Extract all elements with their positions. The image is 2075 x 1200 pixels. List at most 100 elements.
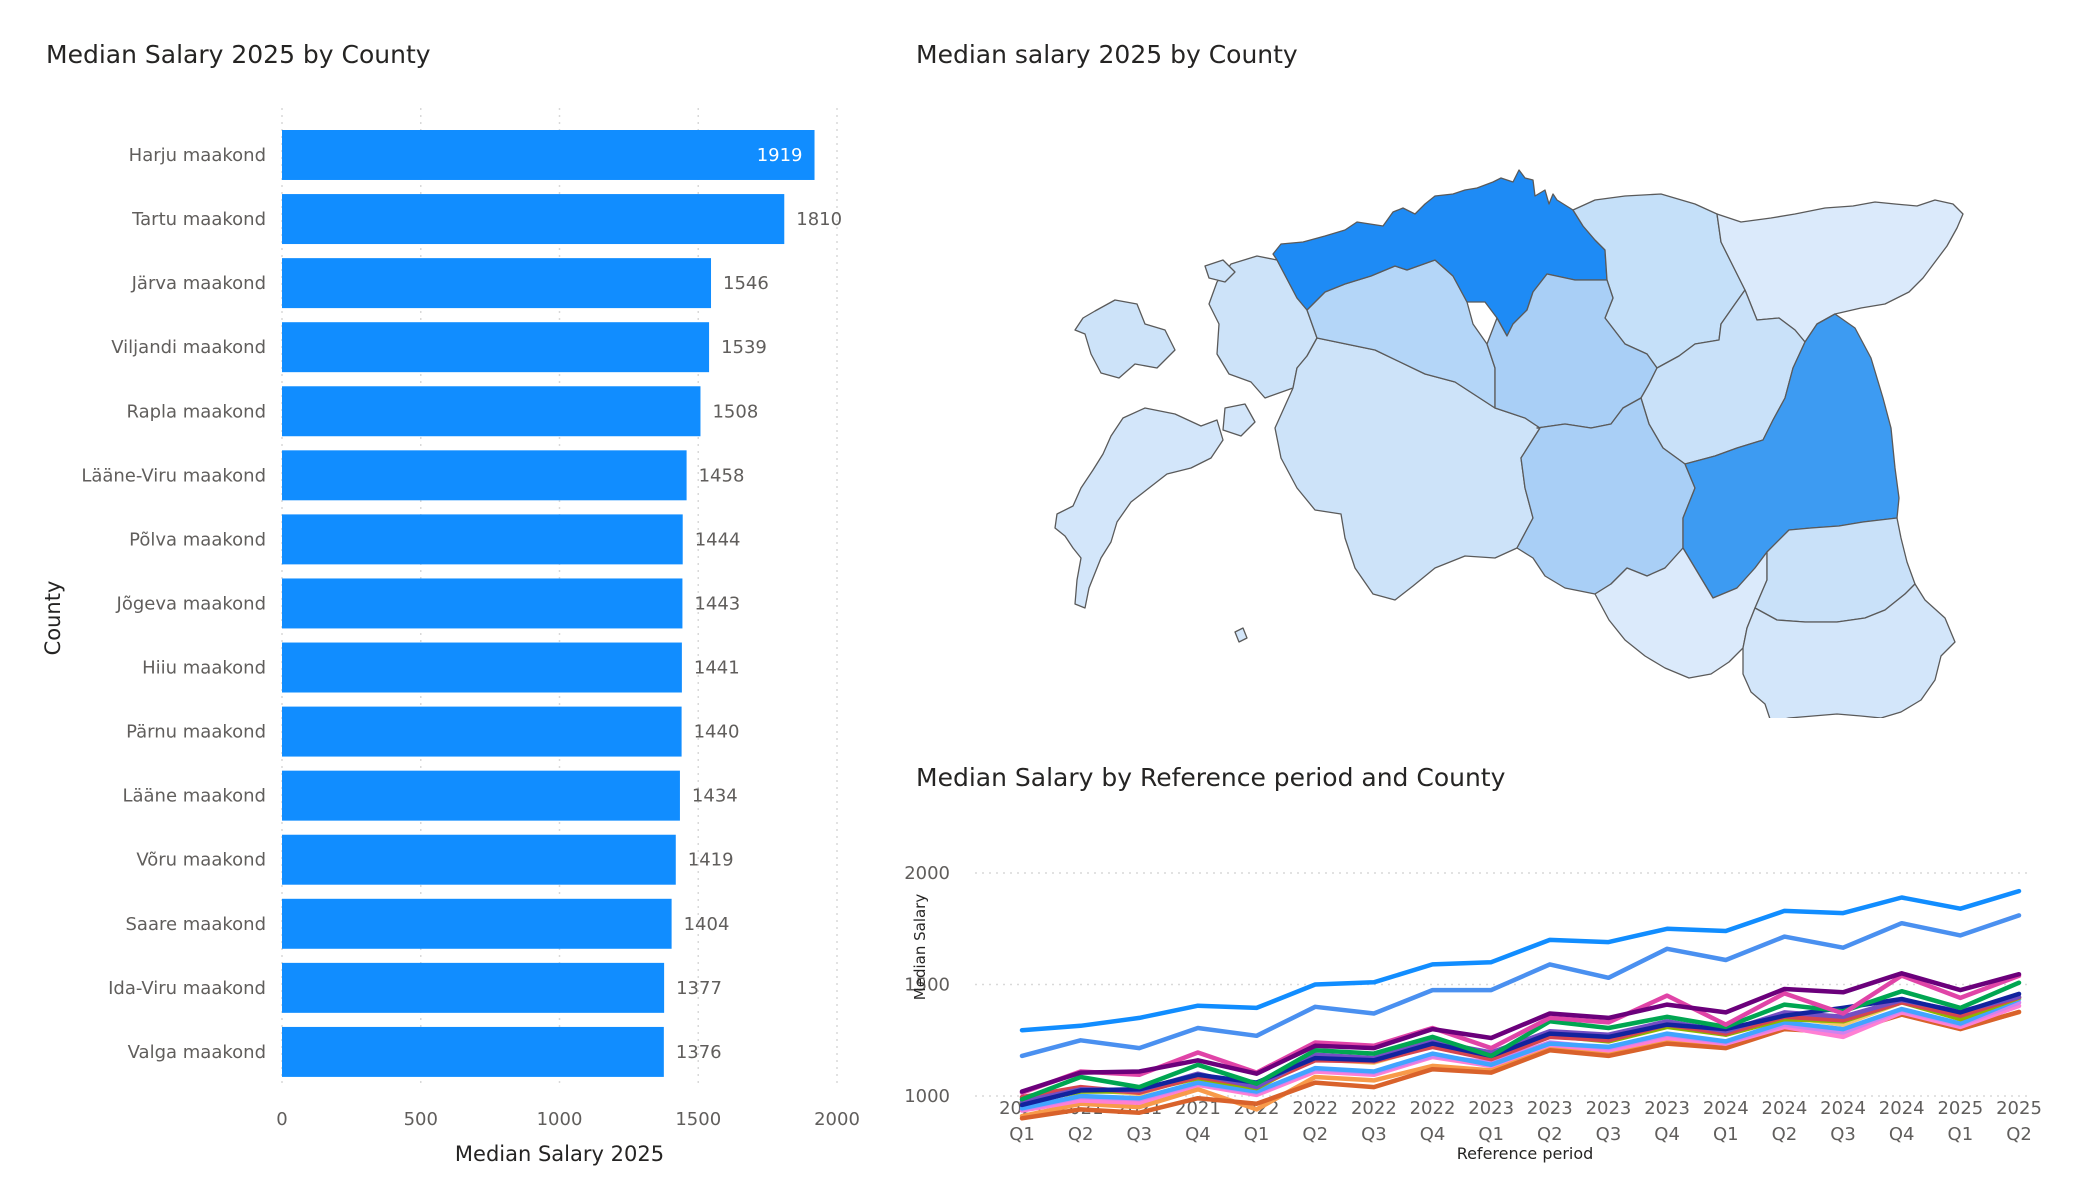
x-tick-year: 2024 [1703, 1098, 1749, 1119]
bar[interactable] [282, 322, 710, 373]
map-visual[interactable]: Median salary 2025 by County [905, 28, 2045, 718]
line-chart-svg: 1000150020002021Q12021Q22021Q32021Q42022… [905, 863, 2042, 1163]
series-line[interactable] [1019, 973, 2022, 1095]
x-tick-year: 2025 [1996, 1098, 2042, 1119]
map-region-voru[interactable] [1742, 583, 1956, 718]
x-tick-year: 2023 [1644, 1098, 1690, 1119]
bar-chart-svg: 0 500 1000 1500 2000 Harju maakond 1919 Tartu m… [41, 108, 860, 1166]
x-tick-label: 1000 [537, 1109, 583, 1130]
category-label: Rapla maakond [126, 401, 266, 422]
bar-chart-visual[interactable]: Median Salary 2025 by County 0 500 1000 150… [30, 28, 870, 1178]
x-tick-year: 2022 [1351, 1098, 1397, 1119]
category-label: Lääne maakond [122, 786, 266, 807]
series-line[interactable] [1019, 888, 2022, 1033]
bar[interactable] [282, 514, 683, 565]
data-label: 1441 [694, 658, 740, 679]
data-label: 1546 [723, 273, 769, 294]
bar[interactable] [282, 386, 701, 437]
x-tick-label: 2000 [814, 1109, 860, 1130]
y-tick-label: 1500 [905, 975, 950, 996]
data-label: 1419 [688, 850, 734, 871]
bar[interactable] [282, 258, 712, 309]
x-tick-quarter: Q4 [1185, 1124, 1211, 1145]
x-tick-quarter: Q4 [1889, 1124, 1915, 1145]
x-tick-quarter: Q3 [1126, 1124, 1152, 1145]
series-line[interactable] [1019, 994, 2022, 1100]
map-region-muhu[interactable] [1222, 403, 1256, 437]
x-tick-quarter: Q1 [1948, 1124, 1974, 1145]
line-chart-title: Median Salary by Reference period and Co… [916, 763, 1506, 792]
bar[interactable] [282, 1026, 664, 1077]
bar[interactable] [282, 130, 815, 180]
category-label: Võru maakond [136, 850, 266, 871]
data-label: 1376 [676, 1042, 722, 1063]
y-axis-title: Median Salary [911, 894, 929, 1001]
x-tick-quarter: Q1 [1713, 1124, 1739, 1145]
x-tick-quarter: Q2 [1302, 1124, 1328, 1145]
x-tick-quarter: Q1 [1244, 1124, 1270, 1145]
bar[interactable] [282, 834, 676, 885]
bar[interactable] [282, 578, 683, 629]
x-tick-label: 0 [276, 1109, 287, 1130]
x-tick-year: 2023 [1527, 1098, 1573, 1119]
bar[interactable] [282, 642, 682, 693]
category-label: Valga maakond [128, 1042, 266, 1063]
bar[interactable] [282, 450, 687, 501]
series-line[interactable] [1019, 913, 2022, 1059]
x-tick-label: 1500 [675, 1109, 721, 1130]
category-label: Põlva maakond [129, 529, 266, 550]
data-label: 1508 [712, 401, 758, 422]
x-tick-quarter: Q3 [1830, 1124, 1856, 1145]
data-label: 1810 [796, 209, 842, 230]
category-label: Järva maakond [131, 273, 266, 294]
category-label: Harju maakond [129, 145, 266, 166]
estonia-map [1054, 169, 1964, 718]
series-line[interactable] [1019, 996, 2022, 1111]
line-chart-visual[interactable]: Median Salary by Reference period and Co… [905, 755, 2045, 1175]
bar[interactable] [282, 770, 680, 821]
x-tick-year: 2024 [1820, 1098, 1866, 1119]
x-tick-quarter: Q1 [1478, 1124, 1504, 1145]
category-label: Viljandi maakond [111, 337, 266, 358]
x-tick-quarter: Q2 [1772, 1124, 1798, 1145]
category-label: Hiiu maakond [142, 658, 266, 679]
y-tick-label: 2000 [905, 863, 950, 884]
map-region-hiiu[interactable] [1074, 299, 1176, 379]
map-region-vormsi[interactable] [1204, 259, 1236, 283]
bar[interactable] [282, 962, 665, 1013]
map-region-ruhnu[interactable] [1234, 627, 1248, 643]
bar[interactable] [282, 194, 785, 245]
x-tick-year: 2025 [1937, 1098, 1983, 1119]
bar[interactable] [282, 898, 672, 949]
data-label: 1919 [757, 145, 803, 166]
x-axis-title: Reference period [1457, 1144, 1594, 1163]
x-tick-quarter: Q4 [1654, 1124, 1680, 1145]
data-label: 1440 [694, 722, 740, 743]
x-tick-label: 500 [404, 1109, 438, 1130]
data-label: 1434 [692, 786, 738, 807]
category-label: Saare maakond [125, 914, 266, 935]
x-tick-year: 2024 [1762, 1098, 1808, 1119]
series-line[interactable] [1019, 971, 2022, 1094]
y-axis-title: County [41, 581, 65, 656]
x-tick-quarter: Q2 [1537, 1124, 1563, 1145]
x-tick-quarter: Q4 [1420, 1124, 1446, 1145]
category-label: Jõgeva maakond [116, 593, 266, 614]
bar[interactable] [282, 706, 682, 757]
data-label: 1444 [695, 529, 741, 550]
category-label: Pärnu maakond [126, 722, 266, 743]
category-label: Ida-Viru maakond [108, 978, 266, 999]
x-tick-year: 2023 [1468, 1098, 1514, 1119]
x-tick-quarter: Q2 [2006, 1124, 2032, 1145]
category-label: Lääne-Viru maakond [81, 465, 266, 486]
map-region-harju[interactable] [1272, 169, 1608, 337]
x-axis-title: Median Salary 2025 [455, 1142, 664, 1166]
data-label: 1377 [676, 978, 722, 999]
data-label: 1404 [684, 914, 730, 935]
data-label: 1458 [699, 465, 745, 486]
x-tick-year: 2024 [1879, 1098, 1925, 1119]
map-title: Median salary 2025 by County [916, 40, 1298, 69]
x-tick-year: 2022 [1292, 1098, 1338, 1119]
map-region-saare[interactable] [1054, 407, 1224, 609]
data-label: 1443 [694, 593, 740, 614]
